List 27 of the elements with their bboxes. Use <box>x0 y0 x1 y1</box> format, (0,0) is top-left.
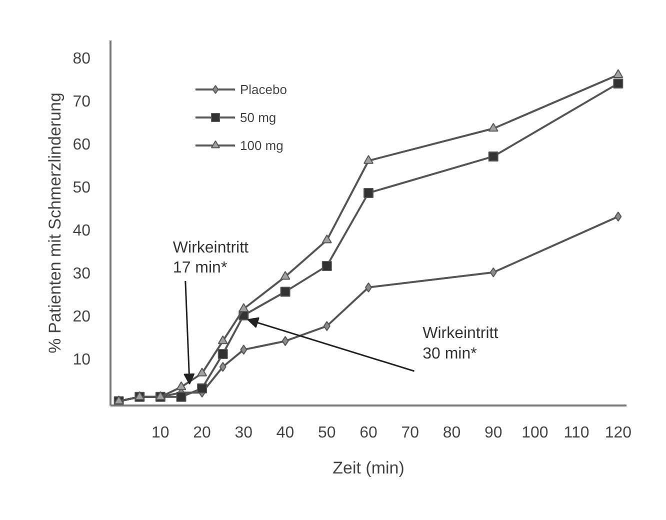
y-tick-label: 30 <box>72 265 91 282</box>
y-tick-label: 10 <box>72 351 91 368</box>
legend-label: 50 mg <box>240 110 276 124</box>
x-tick-label: 80 <box>442 424 461 442</box>
x-tick-label: 50 <box>318 424 336 442</box>
x-tick-label: 60 <box>360 424 378 442</box>
y-tick-label: 70 <box>72 94 91 111</box>
x-tick-label: 20 <box>193 424 212 442</box>
x-tick-label: 70 <box>401 424 420 442</box>
y-axis-title: % Patienten mit Schmerzlinderung <box>46 92 65 354</box>
x-tick-label: 40 <box>276 424 294 442</box>
x-tick-label: 90 <box>484 424 502 442</box>
y-tick-label: 60 <box>72 136 91 154</box>
legend-label: Placebo <box>240 82 287 96</box>
y-tick-label: 50 <box>72 180 91 196</box>
y-tick-label: 40 <box>72 222 91 240</box>
x-tick-label: 110 <box>564 424 590 442</box>
x-tick-label: 100 <box>522 424 548 442</box>
annotation: Wirkeintritt 30 min* <box>422 325 499 363</box>
y-tick-label: 20 <box>72 308 91 326</box>
annotation: Wirkeintritt 17 min* <box>172 239 250 277</box>
x-tick-label: 30 <box>234 424 253 442</box>
x-tick-label: 10 <box>152 424 170 442</box>
x-tick-label: 120 <box>604 424 632 442</box>
y-tick-label: 80 <box>72 50 91 68</box>
x-axis-title: Zeit (min) <box>332 458 404 478</box>
legend-label: 100 mg <box>240 138 284 152</box>
